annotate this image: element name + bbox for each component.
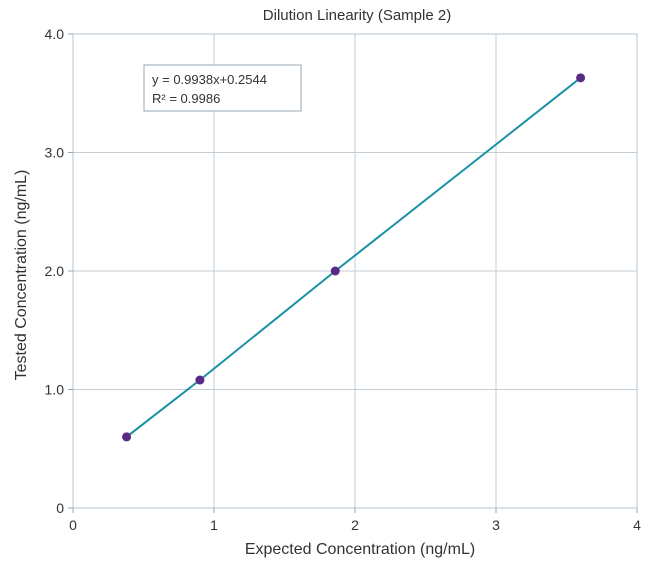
x-tick-label: 0 bbox=[69, 517, 77, 533]
data-point bbox=[195, 375, 205, 385]
grid-layer bbox=[73, 34, 637, 508]
data-point bbox=[122, 432, 132, 442]
y-tick-label: 0 bbox=[56, 500, 64, 516]
x-axis-ticks: 0 1 2 3 4 bbox=[69, 508, 641, 533]
chart-title: Dilution Linearity (Sample 2) bbox=[263, 7, 451, 24]
data-point bbox=[330, 266, 340, 276]
y-tick-label: 2.0 bbox=[45, 263, 65, 279]
x-tick-label: 3 bbox=[492, 517, 500, 533]
series-line bbox=[125, 77, 582, 438]
y-tick-label: 3.0 bbox=[45, 145, 65, 161]
equation-box-frame bbox=[143, 64, 302, 112]
equation-text: y = 0.9938x+0.2544 bbox=[152, 72, 267, 87]
x-tick-label: 2 bbox=[351, 517, 359, 533]
x-axis-title: Expected Concentration (ng/mL) bbox=[245, 541, 475, 558]
y-tick-label: 4.0 bbox=[45, 26, 65, 42]
data-point bbox=[576, 73, 586, 83]
y-axis-ticks: 0 1.0 2.0 3.0 4.0 bbox=[45, 26, 73, 516]
x-tick-label: 1 bbox=[210, 517, 218, 533]
y-axis-title: Tested Concentration (ng/mL) bbox=[13, 170, 30, 381]
r-squared-text: R² = 0.9986 bbox=[152, 91, 220, 106]
y-tick-label: 1.0 bbox=[45, 382, 65, 398]
trendline-equation-box: y = 0.9938x+0.2544 R² = 0.9986 bbox=[143, 64, 302, 112]
x-tick-label: 4 bbox=[633, 517, 641, 533]
series-layer bbox=[122, 73, 586, 442]
